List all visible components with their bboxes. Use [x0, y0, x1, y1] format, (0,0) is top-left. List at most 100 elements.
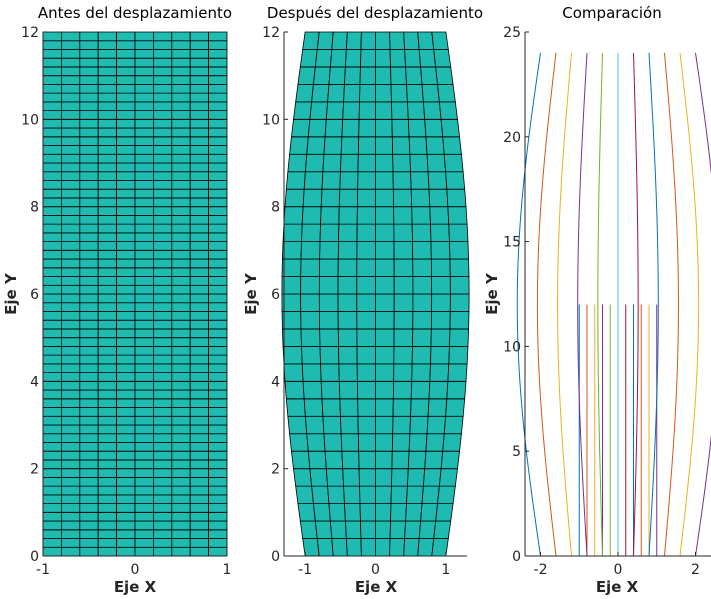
mesh-cell [134, 442, 154, 452]
mesh-cell [97, 110, 117, 120]
mesh-cell [97, 337, 117, 347]
mesh-cell [79, 546, 99, 557]
mesh-cell [134, 241, 154, 251]
mesh-cell [116, 529, 136, 539]
mesh-cell [152, 92, 173, 103]
mesh-cell [97, 214, 117, 225]
mesh-cell [316, 538, 334, 557]
mesh-cell [358, 118, 376, 138]
mesh-cell [171, 118, 191, 129]
mesh-cell [134, 459, 154, 470]
mesh-cell [301, 345, 321, 365]
mesh-cell [375, 49, 391, 68]
mesh-cell [189, 101, 210, 111]
mesh-cell [208, 223, 228, 234]
mesh-cell [42, 538, 62, 548]
mesh-cell [375, 258, 395, 277]
x-tick-label: 1 [441, 562, 450, 578]
mesh-cell [61, 372, 81, 382]
mesh-cell [189, 433, 210, 443]
mesh-cell [359, 485, 376, 505]
mesh-cell [134, 319, 154, 330]
mesh-cell [208, 398, 228, 408]
mesh-cell [42, 31, 62, 42]
mesh-cell [61, 538, 81, 548]
mesh-cell [338, 206, 358, 225]
mesh-cell [422, 468, 442, 487]
mesh-cell [356, 363, 376, 382]
mesh-cell [79, 40, 99, 50]
mesh-cell [189, 267, 210, 277]
mesh-cell [430, 345, 450, 365]
mesh-cell [301, 363, 322, 382]
mesh-cell [300, 293, 320, 312]
mesh-cell [443, 415, 464, 435]
mesh-cell [134, 110, 154, 120]
mesh-after [281, 31, 470, 557]
mesh-cell [152, 345, 173, 356]
series-line-desplazada [597, 52, 603, 557]
mesh-cell [97, 49, 117, 59]
mesh-cell [79, 337, 99, 347]
mesh-cell [42, 57, 62, 68]
mesh-cell [356, 188, 376, 208]
mesh-cell [97, 66, 117, 77]
mesh-cell [152, 75, 173, 85]
panel-after: Después del desplazamiento -1 0 1024681012… [242, 4, 483, 596]
mesh-cell [61, 424, 81, 435]
mesh-cell [97, 302, 117, 312]
mesh-cell [79, 110, 99, 120]
mesh-cell [152, 84, 173, 94]
mesh-cell [393, 345, 413, 365]
mesh-cell [171, 162, 191, 173]
mesh-cell [446, 188, 467, 208]
mesh-cell [421, 84, 440, 103]
mesh-cell [437, 485, 456, 505]
mesh-cell [189, 40, 210, 50]
series-line-desplazada [536, 52, 557, 557]
mesh-cell [97, 468, 117, 478]
mesh-cell [116, 241, 136, 251]
mesh-cell [42, 407, 62, 417]
mesh-cell [171, 424, 191, 435]
mesh-cell [171, 293, 191, 304]
mesh-cell [171, 442, 191, 452]
mesh-cell [189, 145, 210, 155]
mesh-cell [134, 214, 154, 225]
mesh-cell [97, 450, 117, 461]
mesh-cell [116, 188, 136, 199]
mesh-cell [97, 153, 117, 164]
mesh-cell [42, 529, 62, 539]
mesh-cell [358, 468, 376, 487]
mesh-cell [189, 442, 210, 452]
mesh-cell [375, 118, 393, 138]
mesh-cell [342, 468, 360, 487]
mesh-cell [281, 328, 302, 347]
mesh-cell [79, 485, 99, 496]
mesh-cell [392, 153, 411, 173]
mesh-cell [97, 258, 117, 269]
mesh-cell [375, 503, 392, 522]
mesh-cell [171, 31, 191, 42]
mesh-cell [375, 468, 393, 487]
mesh-cell [152, 407, 173, 417]
mesh-cell [61, 337, 81, 347]
mesh-cell [61, 354, 81, 365]
mesh-cell [152, 372, 173, 382]
mesh-cell [375, 433, 394, 452]
mesh-cell [61, 529, 81, 539]
mesh-cell [97, 415, 117, 426]
mesh-cell [189, 398, 210, 408]
mesh-cell [79, 31, 99, 42]
mesh-cell [208, 476, 228, 487]
mesh-cell [79, 319, 99, 330]
mesh-cell [189, 276, 210, 286]
mesh-cell [42, 337, 62, 347]
mesh-cell [116, 180, 136, 190]
mesh-cell [97, 511, 117, 522]
mesh-cell [424, 450, 444, 470]
mesh-cell [208, 389, 228, 400]
mesh-cell [393, 293, 414, 312]
mesh-cell [208, 459, 228, 470]
